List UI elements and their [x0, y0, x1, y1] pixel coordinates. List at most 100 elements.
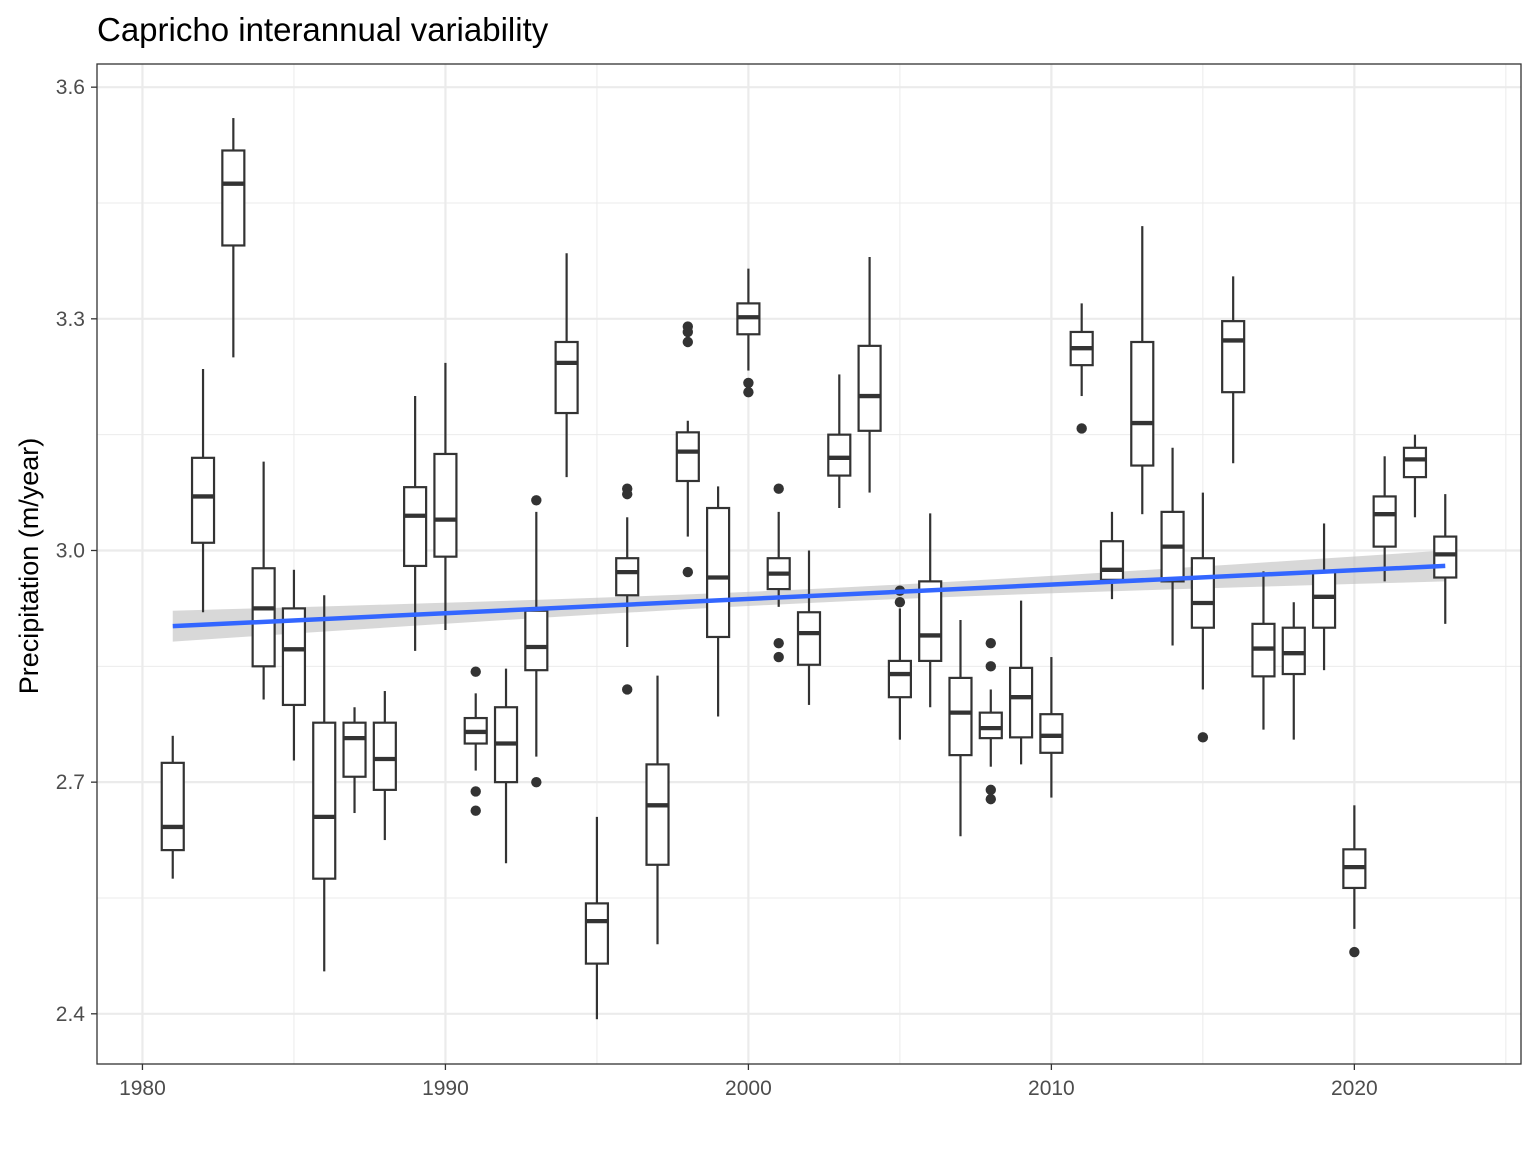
box-body: [190, 456, 216, 544]
box-1984: [251, 461, 276, 700]
y-axis-title: Precipitation (m/year): [14, 438, 44, 695]
outlier-point: [1197, 732, 1209, 743]
outlier-point: [743, 386, 754, 398]
box-body: [645, 763, 670, 866]
outlier-point: [894, 597, 906, 608]
outlier-point: [622, 684, 633, 695]
box-body: [615, 557, 640, 597]
box-body: [1130, 340, 1155, 467]
box-body: [403, 486, 428, 568]
outlier-point: [682, 336, 694, 348]
box-2019: [1311, 523, 1337, 671]
trend-line-layer: [172, 563, 1446, 629]
outlier-point: [470, 786, 481, 797]
box-body: [857, 344, 882, 432]
box-1981: [160, 735, 185, 879]
grid-minor: [97, 64, 1521, 1064]
box-2013: [1130, 226, 1155, 515]
box-body: [1221, 320, 1246, 394]
box-1999: [706, 486, 731, 717]
outlier-point: [985, 637, 996, 649]
box-body: [433, 452, 458, 558]
box-2008: [978, 637, 1003, 805]
x-tick-label: 2010: [1028, 1077, 1075, 1100]
plot-panel-border: [96, 63, 1522, 1065]
box-1989: [403, 396, 428, 651]
box-body: [584, 902, 610, 965]
box-body: [554, 340, 579, 415]
box-2006: [918, 513, 943, 708]
box-1982: [190, 369, 216, 613]
x-tick-label: 1980: [119, 1077, 166, 1100]
box-2014: [1160, 447, 1185, 646]
box-2011: [1069, 303, 1094, 434]
box-body: [221, 149, 246, 247]
y-tick-label: 3.6: [56, 76, 85, 99]
box-body: [160, 761, 185, 852]
box-body: [1281, 626, 1306, 676]
box-body: [372, 721, 397, 791]
box-2018: [1281, 602, 1306, 740]
box-2005: [887, 585, 912, 740]
outlier-point: [985, 793, 996, 805]
box-1986: [312, 595, 337, 972]
box-body: [1039, 713, 1064, 754]
y-tick-label: 2.4: [56, 1003, 86, 1026]
box-body: [675, 431, 700, 483]
y-tick-label: 3.0: [56, 539, 85, 562]
box-body: [1008, 666, 1034, 739]
y-axis: 2.4 2.7 3.0 3.3 3.6: [56, 76, 97, 1026]
box-1988: [372, 691, 397, 841]
box-body: [524, 609, 549, 672]
box-body: [796, 611, 822, 666]
box-2000: [736, 268, 761, 398]
chart-title: Capricho interannual variability: [97, 11, 549, 48]
box-2004: [857, 257, 882, 493]
box-body: [1372, 495, 1397, 548]
box-2007: [948, 619, 973, 837]
outlier-point: [743, 377, 754, 389]
y-tick-label: 2.7: [56, 771, 85, 794]
box-body: [1433, 535, 1458, 579]
y-tick-label: 3.3: [56, 308, 85, 331]
box-body: [1099, 540, 1125, 581]
box-1994: [554, 253, 579, 478]
box-body: [342, 721, 367, 778]
box-body: [827, 433, 852, 477]
x-tick-label: 1990: [422, 1077, 469, 1100]
outlier-point: [1076, 423, 1087, 434]
box-2022: [1402, 434, 1428, 518]
outlier-point: [470, 805, 481, 816]
outlier-point: [1349, 946, 1360, 958]
box-1985: [281, 569, 307, 761]
outlier-point: [682, 566, 694, 578]
box-body: [281, 607, 307, 707]
box-body: [251, 567, 276, 668]
box-body: [978, 711, 1003, 740]
x-tick-label: 2000: [725, 1077, 772, 1100]
box-2017: [1251, 571, 1276, 730]
x-tick-label: 2020: [1331, 1077, 1378, 1100]
outlier-point: [682, 326, 694, 338]
box-2001: [766, 483, 791, 663]
boxplots: [160, 118, 1458, 1020]
box-2012: [1099, 511, 1125, 600]
trend-line: [172, 563, 1446, 629]
box-body: [1311, 570, 1337, 629]
box-body: [1190, 557, 1215, 629]
box-body: [1402, 446, 1428, 479]
box-body: [918, 580, 943, 663]
box-1996: [615, 483, 640, 695]
box-2016: [1221, 276, 1246, 464]
box-1992: [493, 668, 519, 864]
box-1990: [433, 362, 458, 631]
outlier-point: [985, 784, 996, 796]
box-body: [312, 721, 337, 880]
outlier-point: [531, 776, 542, 788]
outlier-point: [773, 483, 784, 494]
box-body: [887, 659, 912, 699]
outlier-point: [622, 488, 633, 500]
box-2010: [1039, 657, 1064, 798]
x-axis: 1980 1990 2000 2010 2020: [119, 1064, 1378, 1100]
